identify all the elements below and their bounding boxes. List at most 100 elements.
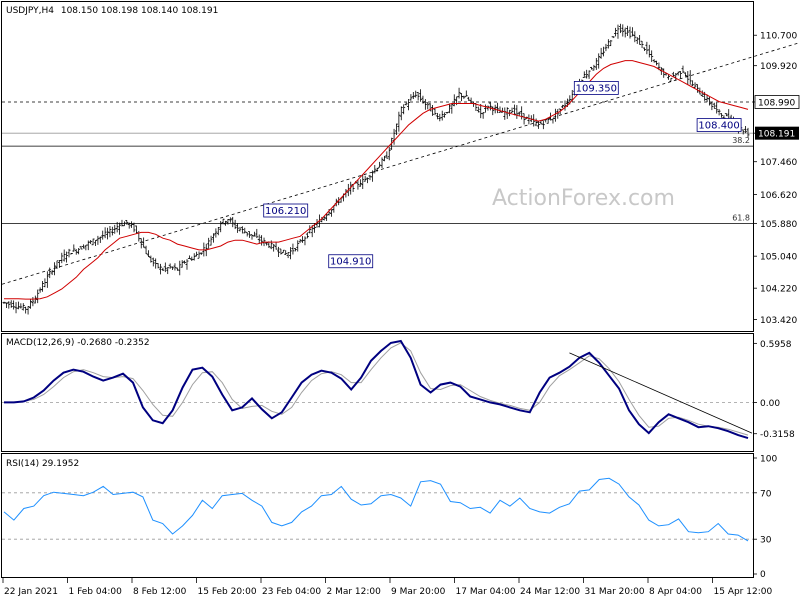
price-bar (546, 118, 550, 124)
price-bar (443, 112, 447, 118)
price-bar (720, 113, 724, 118)
price-tick: 105.040 (760, 253, 797, 263)
price-bar (496, 102, 500, 114)
price-bar (681, 65, 685, 73)
price-bar (69, 252, 73, 255)
price-bar (293, 247, 297, 252)
price-bar (93, 240, 97, 247)
price-bar (329, 209, 333, 217)
price-bar (481, 112, 485, 119)
price-bar (426, 102, 430, 110)
time-tick: 31 Mar 20:00 (585, 587, 645, 597)
macd-lines (2, 339, 753, 440)
price-bar (305, 232, 309, 239)
price-bar (36, 289, 40, 304)
price-bar (264, 242, 268, 246)
price-bar (382, 155, 386, 162)
price-tick: 105.880 (760, 220, 797, 230)
price-bar (12, 300, 16, 310)
price-bar (62, 249, 66, 262)
rsi-tick: 30 (760, 536, 772, 546)
price-bar (623, 27, 627, 38)
price-bar (614, 27, 618, 37)
price-tick: 103.420 (760, 316, 797, 326)
price-bar (669, 77, 673, 82)
price-bar (630, 27, 634, 37)
fib-label: 61.8 (732, 213, 750, 222)
price-bar (402, 104, 406, 115)
time-tick: 8 Feb 12:00 (133, 587, 187, 597)
price-bar (712, 102, 716, 109)
price-bar (243, 227, 247, 234)
price-bar (397, 111, 401, 132)
price-bar (423, 99, 427, 110)
price-bar (108, 225, 112, 238)
price-bar (257, 234, 261, 244)
price-trendline (1, 42, 800, 285)
price-bar (183, 260, 187, 264)
rsi-title: RSI(14) 29.1952 (6, 459, 79, 469)
price-bar (522, 113, 526, 125)
macd-tick: -0.3158 (760, 430, 795, 440)
price-bar (638, 34, 642, 45)
price-bar (72, 244, 76, 252)
price-bar (626, 25, 630, 37)
time-tick: 9 Mar 20:00 (391, 587, 446, 597)
price-bar (594, 58, 598, 70)
price-bar (67, 248, 71, 258)
price-bar (375, 167, 379, 172)
price-bar (611, 36, 615, 39)
price-bar (91, 238, 95, 246)
price-bar (327, 208, 331, 216)
price-bar (199, 252, 203, 255)
price-bar (435, 112, 439, 120)
price-bar (618, 23, 622, 34)
price-bar (587, 70, 591, 79)
price-bar (537, 121, 541, 129)
price-bars (2, 23, 750, 315)
price-bar (55, 260, 59, 269)
time-tick: 2 Mar 12:00 (327, 587, 382, 597)
price-bar (707, 96, 711, 106)
price-bar (281, 249, 285, 253)
price-bar (207, 237, 211, 249)
price-bar (746, 127, 750, 138)
price-bar (4, 302, 8, 309)
price-bar (621, 24, 625, 37)
price-bar (245, 231, 249, 237)
time-tick: 23 Feb 04:00 (262, 587, 321, 597)
price-bar (356, 179, 360, 190)
price-tick: 108.990 (758, 98, 795, 108)
price-bar (457, 87, 461, 99)
price-bar (447, 103, 451, 114)
price-bar (462, 95, 466, 99)
trendline (1, 42, 800, 285)
macd-trendline (569, 352, 753, 434)
time-tick: 15 Feb 20:00 (198, 587, 257, 597)
price-bar (103, 227, 107, 239)
price-bar (510, 107, 514, 113)
price-bar (602, 46, 606, 57)
price-bar (688, 70, 692, 85)
price-bar (216, 227, 220, 236)
price-bar (744, 125, 748, 134)
time-tick: 15 Apr 12:00 (714, 587, 773, 597)
price-bar (185, 259, 189, 270)
price-bar (399, 106, 403, 121)
price-bar (582, 71, 586, 78)
price-bar (110, 226, 114, 236)
price-bar (387, 147, 391, 161)
price-bar (96, 235, 100, 245)
price-bar (606, 39, 610, 49)
price-labels: 110.950109.350108.400106.210104.910109.3… (263, 81, 742, 269)
price-bar (407, 99, 411, 111)
watermark: ActionForex.com (492, 186, 675, 211)
price-bar (276, 246, 280, 257)
price-bar (149, 255, 153, 263)
moving-average (4, 60, 749, 300)
price-bar (60, 252, 64, 264)
price-bar (691, 80, 695, 87)
price-tick: 109.920 (760, 62, 797, 72)
price-bar (325, 213, 329, 221)
